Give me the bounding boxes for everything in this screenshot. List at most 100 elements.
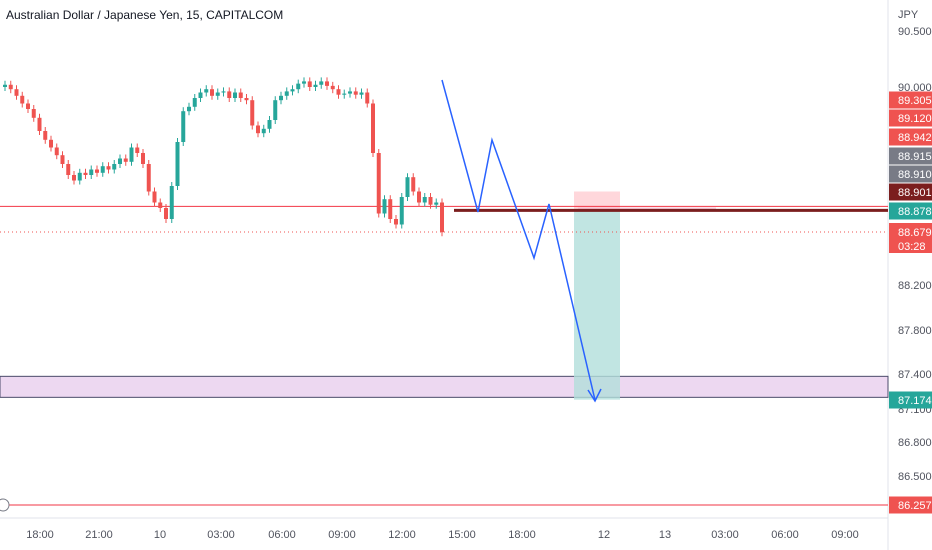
price-tick-label: 86.800 <box>898 437 932 449</box>
time-tick-label: 06:00 <box>771 529 799 541</box>
candle-body <box>72 175 76 181</box>
candle-body <box>267 120 272 129</box>
price-tick-label: 87.400 <box>898 369 932 381</box>
candle-body <box>417 191 421 203</box>
candle-body <box>112 164 117 170</box>
candle-body <box>215 92 220 96</box>
candle-body <box>135 147 140 153</box>
time-axis[interactable]: 18:00 21:00 10 03:00 06:00 09:00 12:00 15:00 18:… <box>26 529 859 541</box>
price-tag-label: 87.174 <box>898 395 932 407</box>
time-tick-label: 06:00 <box>268 529 296 541</box>
candle-body <box>129 147 134 162</box>
price-tag <box>889 223 932 253</box>
price-tags: 89.305 89.120 88.942 88.915 88.910 88.901 88.8… <box>889 91 932 514</box>
price-tag <box>889 109 932 127</box>
price-tag-label: 88.915 <box>898 151 932 163</box>
candle-body <box>353 91 358 95</box>
candle-body <box>428 197 433 205</box>
time-tick-label: 03:00 <box>711 529 739 541</box>
time-tick-label: 09:00 <box>328 529 356 541</box>
candle-body <box>290 89 295 92</box>
candle-body <box>83 172 88 175</box>
candle-body <box>313 84 318 87</box>
price-tag <box>889 496 932 514</box>
candle-body <box>261 128 266 134</box>
price-tick-label: 86.500 <box>898 471 932 483</box>
price-tick-label: 90.000 <box>898 82 932 94</box>
countdown-label: 03:28 <box>898 241 926 253</box>
candle-body <box>181 111 186 142</box>
candle-body <box>296 83 301 90</box>
candle-body <box>20 95 25 104</box>
candle-body <box>37 117 42 131</box>
support-zone <box>0 375 889 398</box>
price-tag-label: 88.901 <box>898 187 932 199</box>
arrow-head-icon <box>587 388 602 403</box>
price-tag <box>889 165 932 183</box>
price-tag-label: 89.305 <box>898 95 932 107</box>
candle-body <box>60 155 65 164</box>
candle-body <box>365 92 370 104</box>
time-tick-label: 12 <box>598 529 610 541</box>
stop-loss-zone <box>574 191 620 211</box>
horizontal-lines[interactable] <box>0 205 888 512</box>
candle-body <box>141 153 145 164</box>
candle-body <box>250 100 255 126</box>
candle-body <box>3 84 7 87</box>
candle-body <box>440 202 444 233</box>
candle-body <box>319 81 324 85</box>
time-tick-label: 21:00 <box>85 529 113 541</box>
candle-body <box>422 197 427 203</box>
time-tick-label: 10 <box>154 529 166 541</box>
price-tag <box>889 91 932 109</box>
time-tick-label: 15:00 <box>448 529 476 541</box>
candle-body <box>411 177 416 192</box>
candle-body <box>43 131 48 140</box>
time-tick-label: 12:00 <box>388 529 416 541</box>
candle-body <box>49 139 53 148</box>
price-tag-label: 88.878 <box>898 206 932 218</box>
candle-body <box>26 103 30 109</box>
grid <box>0 0 889 550</box>
candle-body <box>307 81 312 87</box>
candle-body <box>106 166 111 170</box>
candle-body <box>192 98 197 107</box>
candle-body <box>394 219 398 225</box>
candle-body <box>284 91 289 96</box>
candle-body <box>359 92 364 95</box>
candle-body <box>376 153 381 214</box>
price-tag-label: 88.679 <box>898 227 932 239</box>
candle-body <box>123 158 128 162</box>
candle-body <box>77 172 82 181</box>
candle-body <box>336 89 341 95</box>
candle-body <box>8 84 13 90</box>
candle-body <box>244 98 249 101</box>
candle-body <box>388 199 393 219</box>
candle-body <box>330 85 335 90</box>
zigzag-path[interactable] <box>441 79 596 401</box>
candle-body <box>118 158 122 164</box>
candle-body <box>31 109 36 118</box>
candle-body <box>382 199 387 214</box>
candle-body <box>95 169 99 173</box>
price-tag <box>889 391 932 409</box>
candle-body <box>302 81 306 84</box>
candle-body <box>164 208 168 219</box>
alert-icon[interactable] <box>0 498 10 512</box>
candle-body <box>198 92 203 98</box>
candle-body <box>54 147 59 156</box>
price-tag <box>889 147 932 165</box>
candle-body <box>371 103 375 153</box>
candle-body <box>152 191 157 203</box>
candle-body <box>273 100 278 120</box>
time-tick-label: 03:00 <box>207 529 235 541</box>
candle-body <box>14 89 19 96</box>
candle-body <box>187 106 191 112</box>
candle-body <box>158 202 163 208</box>
projection-path[interactable] <box>441 79 602 403</box>
candle-body <box>434 202 439 205</box>
candle-body <box>405 177 410 197</box>
chart-title: Australian Dollar / Japanese Yen, 15, CA… <box>6 8 284 22</box>
candle-body <box>210 89 214 96</box>
